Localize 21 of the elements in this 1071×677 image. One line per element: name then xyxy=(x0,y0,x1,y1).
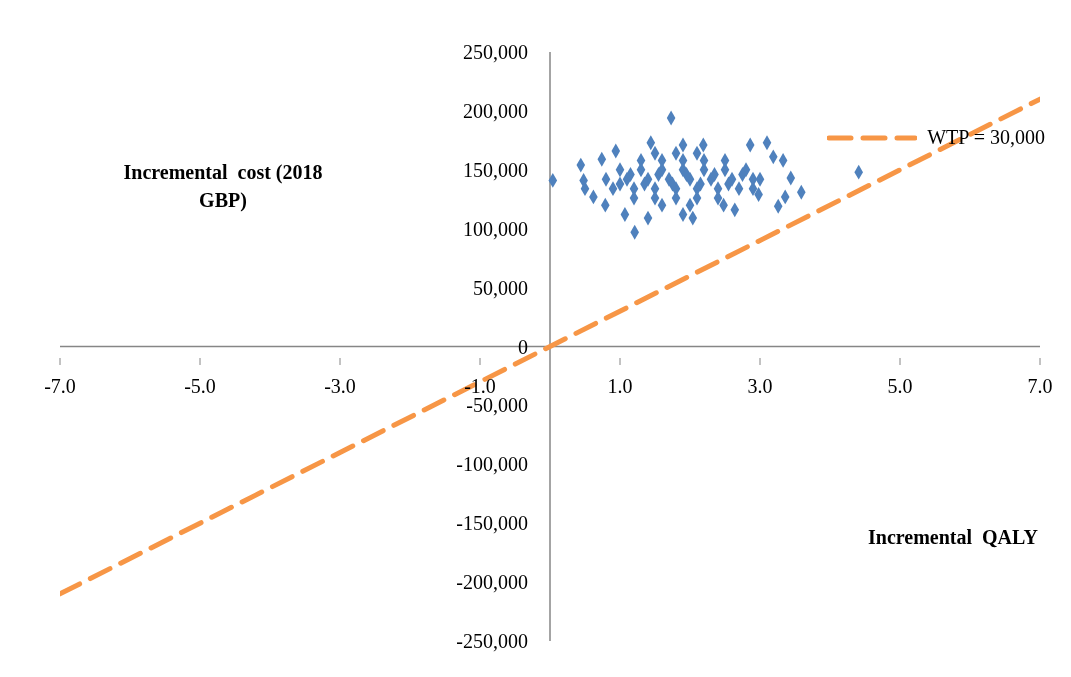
y-tick-label: -50,000 xyxy=(466,394,528,417)
x-axis-title: Incremental QALY xyxy=(867,526,1038,549)
legend-label: WTP = 30,000 xyxy=(927,126,1045,149)
y-tick-label: -150,000 xyxy=(456,512,528,535)
x-tick-label: -3.0 xyxy=(324,375,356,397)
x-tick-label: -7.0 xyxy=(44,375,76,397)
x-tick-label: 1.0 xyxy=(607,375,633,397)
x-tick-label: 7.0 xyxy=(1027,375,1053,397)
x-tick-label: 3.0 xyxy=(747,375,773,397)
y-tick-label: 150,000 xyxy=(463,158,528,181)
y-tick-label: 100,000 xyxy=(463,217,528,240)
y-axis-title: Incremental cost (2018 GBP) xyxy=(122,160,324,214)
y-tick-label: 0 xyxy=(518,335,528,358)
y-tick-label: -250,000 xyxy=(456,630,528,652)
y-tick-label: -100,000 xyxy=(456,453,528,476)
y-tick-label: 200,000 xyxy=(463,99,528,122)
y-tick-label: -200,000 xyxy=(456,571,528,594)
x-tick-label: -5.0 xyxy=(184,375,216,397)
y-tick-label: 50,000 xyxy=(473,276,528,299)
x-tick-label: 5.0 xyxy=(887,375,913,397)
y-tick-label: 250,000 xyxy=(463,41,528,63)
